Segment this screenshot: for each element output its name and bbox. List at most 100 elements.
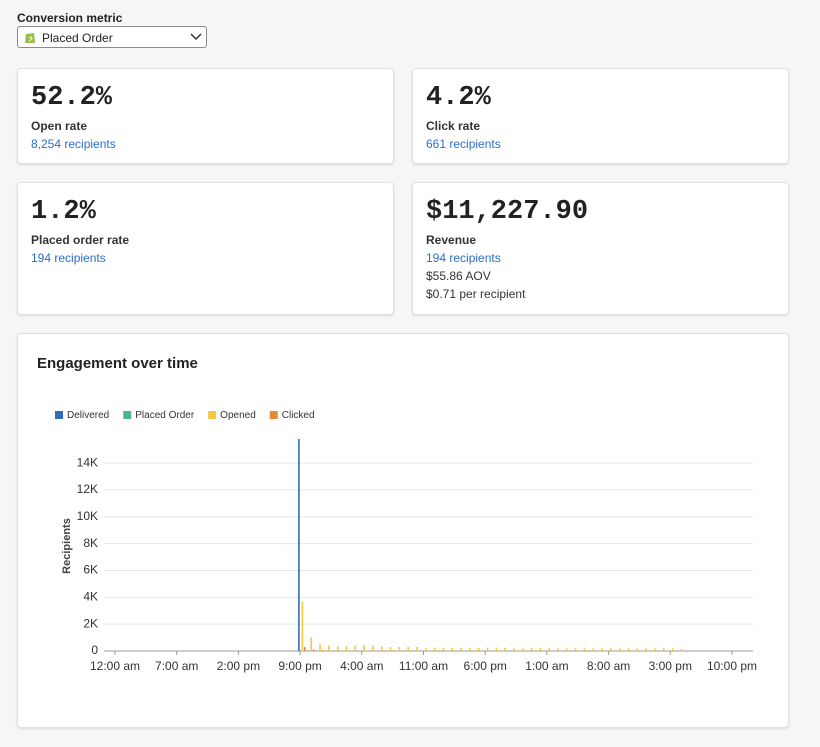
metric-value: 1.2% [31, 197, 96, 227]
y-tick-label: 0 [91, 643, 98, 657]
bar [495, 647, 498, 651]
bar [425, 647, 427, 651]
bar [416, 646, 418, 651]
bar [398, 646, 401, 651]
recipients-link[interactable]: 194 recipients [31, 251, 106, 265]
bar [521, 648, 524, 651]
bar [469, 647, 471, 651]
y-tick-label: 8K [83, 536, 98, 550]
legend-swatch [123, 411, 132, 419]
legend-swatch [208, 411, 217, 419]
bar [477, 647, 480, 651]
bar [389, 646, 392, 651]
bar [319, 644, 321, 651]
bar [566, 648, 568, 651]
bar [339, 650, 341, 651]
bar [380, 646, 383, 651]
metric-card: 1.2% Placed order rate 194 recipients [17, 182, 394, 315]
metric-value: 4.2% [426, 83, 491, 113]
metric-value: $11,227.90 [426, 197, 589, 227]
bar [321, 650, 324, 651]
bar [513, 648, 515, 651]
bar [354, 645, 357, 651]
bar [383, 650, 386, 651]
chevron [190, 33, 202, 41]
bar [592, 648, 595, 651]
recipients-link[interactable]: 661 recipients [426, 137, 501, 151]
metric-label: Click rate [426, 119, 481, 133]
x-tick-label: 2:00 pm [217, 659, 260, 673]
bar [407, 646, 409, 651]
x-tick-label: 4:00 am [340, 659, 383, 673]
bar [372, 645, 374, 651]
bar [374, 650, 377, 651]
metric-label: Placed order rate [31, 233, 130, 247]
metric-card: 4.2% Click rate 661 recipients [412, 68, 789, 164]
metric-detail: $55.86 AOV [426, 269, 491, 283]
bar [654, 648, 656, 651]
x-tick-label: 10:00 pm [707, 659, 757, 673]
chart-card: Engagement over time Recipients 0 2K 4K 6K 8… [17, 333, 789, 728]
bar [618, 648, 621, 651]
bar [548, 648, 550, 651]
y-tick-label: 12K [77, 482, 98, 496]
y-tick-label: 10K [77, 509, 98, 523]
y-axis-label: Recipients [61, 518, 73, 574]
legend-label: Opened [220, 410, 256, 421]
bar [539, 647, 542, 651]
legend-swatch [55, 411, 63, 419]
legend-label: Placed Order [135, 410, 195, 421]
bar [348, 650, 350, 651]
x-tick-label: 11:00 am [399, 659, 448, 673]
bar [574, 648, 577, 651]
bar [363, 644, 365, 651]
bar [610, 648, 612, 651]
bar [645, 648, 647, 651]
recipients-link[interactable]: 8,254 recipients [31, 137, 116, 151]
bar [601, 648, 603, 651]
dropdown[interactable]: Placed Order [17, 26, 207, 48]
bar [460, 647, 462, 651]
y-tick-label: 14K [77, 455, 98, 469]
bar [433, 647, 436, 651]
x-tick-label: 12:00 am [90, 659, 140, 673]
bar [301, 601, 304, 651]
y-tick-label: 6K [83, 563, 98, 577]
field-label: Conversion metric [17, 11, 123, 25]
bar [557, 648, 559, 651]
x-tick-label: 3:00 pm [649, 659, 692, 673]
x-tick-label: 7:00 am [155, 659, 198, 673]
legend-label: Clicked [282, 410, 315, 421]
y-tick-label: 4K [83, 590, 98, 604]
bar [636, 648, 639, 651]
bar [304, 646, 306, 651]
x-tick-label: 6:00 pm [464, 659, 507, 673]
bar [356, 650, 359, 651]
bar [310, 637, 313, 651]
recipients-link[interactable]: 194 recipients [426, 251, 501, 265]
bar [298, 439, 300, 651]
bar [330, 650, 333, 651]
bar [401, 650, 403, 651]
bar [328, 645, 330, 651]
dropdown-value: Placed Order [42, 31, 113, 45]
metric-detail: $0.71 per recipient [426, 287, 526, 301]
metric-card: $11,227.90 Revenue 194 recipients $55.86… [412, 182, 789, 315]
bar [671, 648, 674, 651]
bar [486, 647, 489, 651]
chart-title: Engagement over time [37, 355, 198, 372]
bar [312, 649, 315, 651]
x-tick-label: 1:00 am [525, 659, 568, 673]
x-tick-label: 8:00 am [587, 659, 630, 673]
bar [504, 647, 506, 651]
bar [336, 646, 339, 651]
bar [392, 650, 394, 651]
metric-label: Revenue [426, 233, 477, 247]
bar [583, 648, 586, 651]
chart: Engagement over time Recipients 0 2K 4K 6K 8… [37, 355, 757, 673]
bar [627, 648, 630, 651]
bar [442, 647, 445, 651]
x-tick-label: 9:00 pm [278, 659, 321, 673]
metric-card: 52.2% Open rate 8,254 recipients [17, 68, 394, 164]
bar [409, 650, 412, 651]
